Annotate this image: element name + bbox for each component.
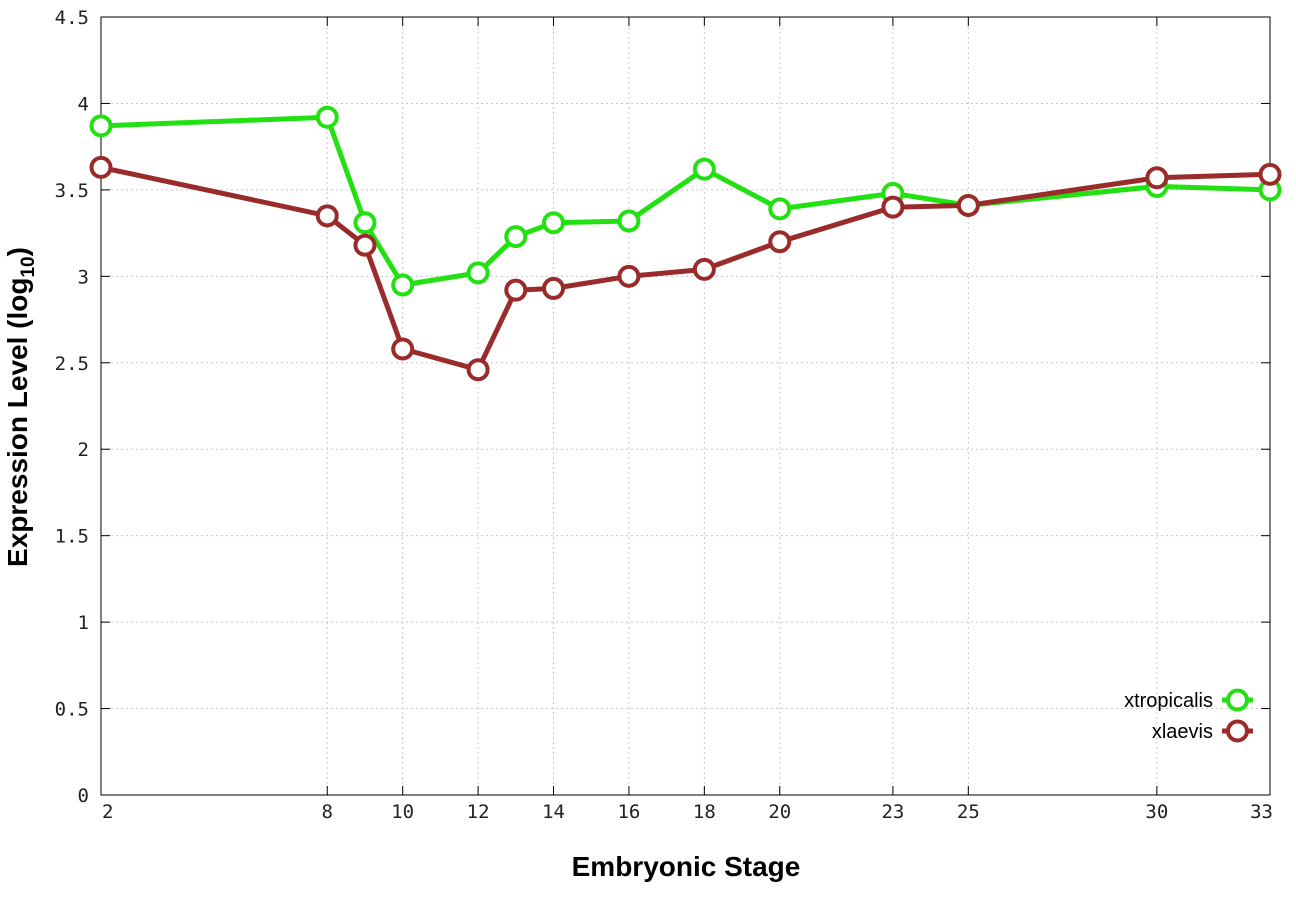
y-tick-label: 0	[78, 785, 89, 807]
data-point	[1145, 166, 1169, 190]
legend-marker	[1226, 688, 1249, 712]
data-point	[504, 225, 528, 249]
x-axis-title: Embryonic Stage	[572, 851, 801, 882]
x-tick-label: 2	[102, 801, 113, 823]
grid-lines	[101, 17, 1270, 795]
data-point	[391, 337, 415, 361]
x-tick-label: 18	[693, 801, 716, 823]
y-tick-label: 2.5	[55, 353, 89, 375]
y-axis-title-main: Expression Level (log	[2, 278, 33, 567]
x-tick-label: 8	[322, 801, 333, 823]
x-tick-label: 23	[881, 801, 904, 823]
x-tick-label: 25	[957, 801, 980, 823]
y-tick-label: 1.5	[55, 526, 89, 548]
x-tick-label: 20	[768, 801, 791, 823]
y-tick-label: 0.5	[55, 699, 89, 721]
x-tick-label: 12	[467, 801, 490, 823]
data-point	[89, 114, 113, 138]
data-point	[1258, 162, 1282, 186]
data-point	[542, 276, 566, 300]
x-tick-label: 30	[1145, 801, 1168, 823]
data-point	[956, 193, 980, 217]
data-point	[768, 230, 792, 254]
data-point	[353, 211, 377, 235]
data-point	[617, 264, 641, 288]
series-line	[100, 164, 1271, 373]
legend-entry: xlaevis	[1152, 719, 1253, 743]
y-axis-title: Expression Level (log10)	[2, 247, 39, 567]
legend-entry: xtropicalis	[1124, 688, 1253, 712]
y-tick-label: 4.5	[55, 7, 89, 29]
data-point	[504, 278, 528, 302]
series-line	[100, 114, 1271, 288]
y-tick-label: 3.5	[55, 180, 89, 202]
data-point	[89, 155, 113, 179]
legend-label: xtropicalis	[1124, 690, 1213, 712]
data-point	[315, 105, 339, 129]
data-point	[768, 197, 792, 221]
data-point	[353, 233, 377, 257]
y-tick-label: 2	[78, 439, 89, 461]
y-axis-title-close: )	[2, 247, 33, 256]
x-tick-label: 16	[617, 801, 640, 823]
series-xlaevis	[89, 155, 1282, 382]
data-point	[466, 261, 490, 285]
y-tick-label: 1	[78, 612, 89, 634]
y-axis-title-subscript: 10	[18, 256, 39, 277]
data-point	[692, 157, 716, 181]
legend-label: xlaevis	[1152, 721, 1213, 743]
data-point	[617, 209, 641, 233]
data-point	[466, 358, 490, 382]
axis-ticks: 0 0.5 1 1.5 2 2.5 3 3.5 4 4.5 2 8 10 12 14 16 18 20 23 25 30…	[55, 7, 1273, 823]
data-point	[391, 273, 415, 297]
data-point	[542, 211, 566, 235]
y-tick-label: 3	[78, 266, 89, 288]
x-tick-label: 33	[1250, 801, 1273, 823]
legend-marker	[1226, 719, 1249, 743]
series-layer	[89, 105, 1282, 382]
data-point	[881, 195, 905, 219]
plot-frame	[100, 16, 1271, 796]
data-point	[692, 257, 716, 281]
y-tick-label: 4	[78, 93, 89, 115]
x-tick-label: 14	[542, 801, 565, 823]
legend: xtropicalis xlaevis	[1124, 688, 1253, 743]
data-point	[315, 204, 339, 228]
x-tick-label: 10	[391, 801, 414, 823]
